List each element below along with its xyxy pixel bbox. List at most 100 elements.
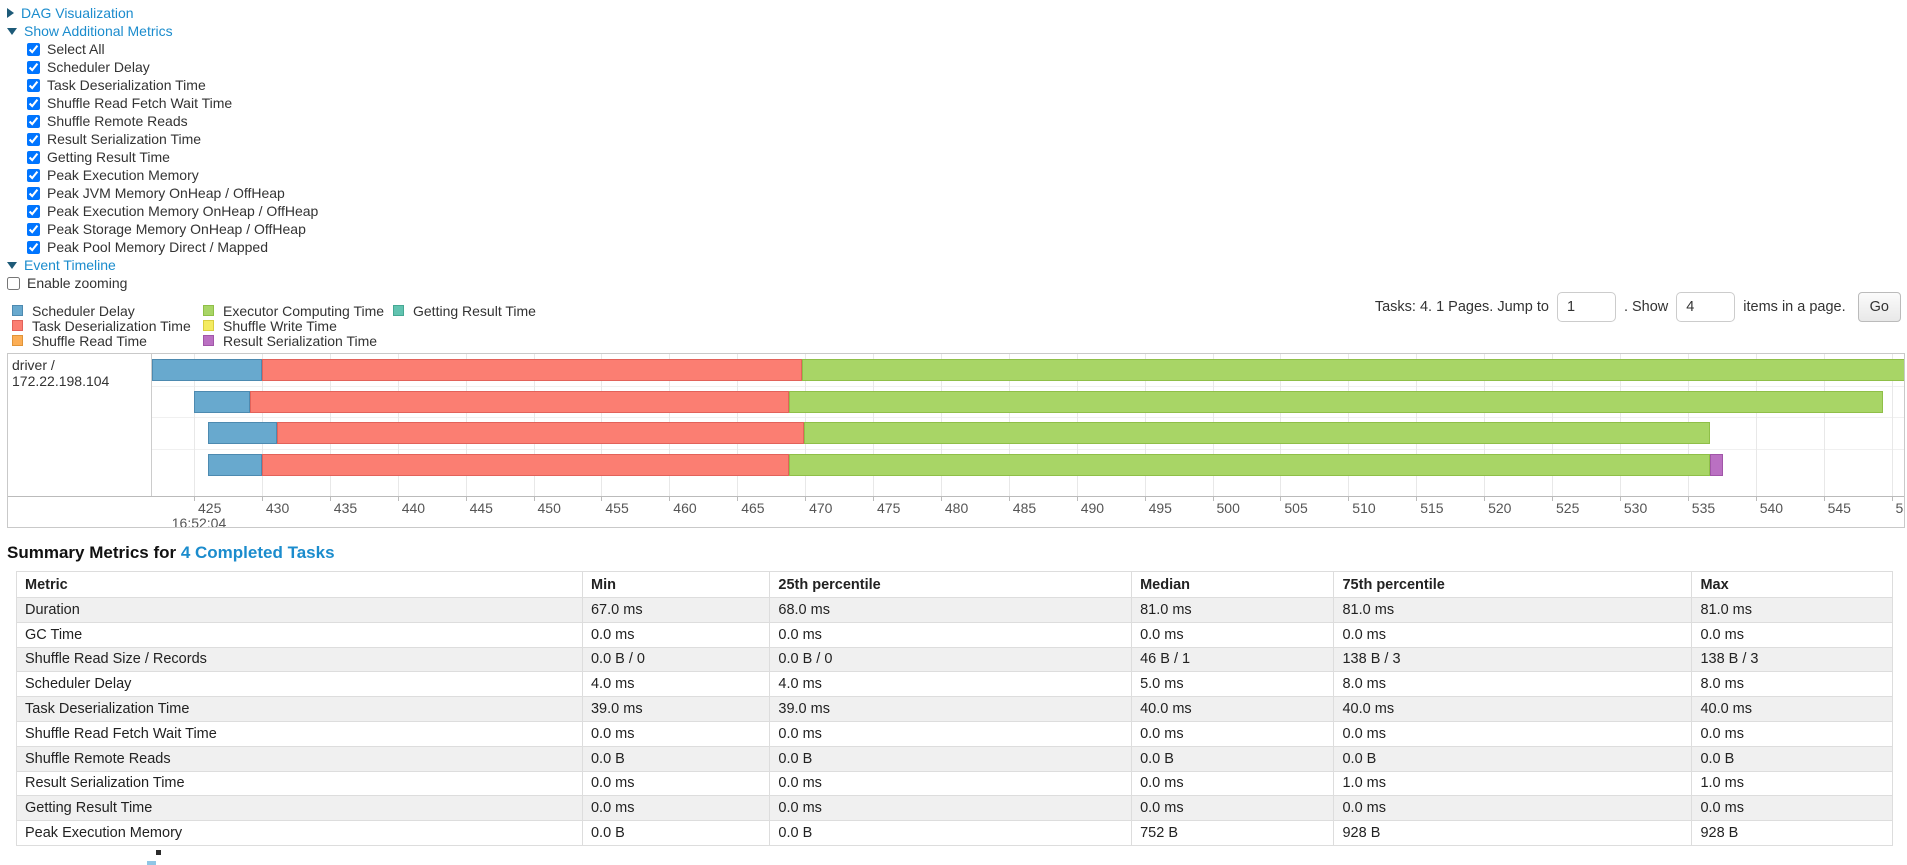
timeline-axis-line	[8, 496, 1904, 497]
metric-checkbox-row: Shuffle Read Fetch Wait Time	[27, 94, 318, 112]
enable-zooming-checkbox[interactable]	[7, 276, 20, 290]
scheduler-delay-bar-segment[interactable]	[207, 454, 262, 476]
metric-checkbox[interactable]	[27, 186, 40, 200]
metric-checkbox[interactable]	[27, 42, 40, 56]
metric-value-cell: 68.0 ms	[769, 597, 1133, 623]
axis-tick	[737, 496, 739, 501]
metric-checkbox-label: Result Serialization Time	[47, 131, 202, 147]
metric-value-cell: 928 B	[1333, 820, 1693, 846]
task-deserialization-bar-segment[interactable]	[261, 359, 803, 381]
show-additional-metrics-toggle[interactable]: Show Additional Metrics	[7, 22, 318, 40]
metric-checkbox-row: Getting Result Time	[27, 148, 318, 166]
axis-tick-label: 440	[401, 500, 426, 516]
scheduler-delay-bar-segment[interactable]	[194, 391, 250, 413]
metric-value-cell: 0.0 ms	[581, 720, 771, 747]
event-timeline-chart: driver / 172.22.198.104 425 430 435 440 445 4…	[7, 353, 1905, 528]
axis-tick-label: 435	[333, 500, 358, 516]
metric-value-cell: 0.0 ms	[1131, 770, 1335, 797]
additional-metrics-checkbox-list: Select All Scheduler Delay Task Deserializ…	[7, 40, 318, 256]
metric-value-cell: 39.0 ms	[581, 696, 771, 722]
metric-name-cell: Getting Result Time	[16, 795, 583, 822]
axis-tick-label: 490	[1080, 500, 1105, 516]
tasks-pages-label: Tasks: 4. 1 Pages. Jump to	[1374, 299, 1549, 315]
metric-checkbox[interactable]	[27, 150, 40, 164]
task-deserialization-bar-segment[interactable]	[261, 454, 789, 476]
metric-checkbox[interactable]	[27, 78, 40, 92]
axis-tick	[465, 496, 467, 501]
event-timeline-toggle[interactable]: Event Timeline	[7, 256, 318, 274]
dag-visualization-toggle[interactable]: DAG Visualization	[7, 4, 318, 22]
go-button[interactable]: Go	[1857, 292, 1901, 322]
executor-computing-bar-segment[interactable]	[803, 422, 1710, 444]
result-serialization-bar-segment[interactable]	[1709, 454, 1724, 476]
metric-checkbox[interactable]	[27, 168, 40, 182]
summary-table-row: GC Time 0.0 ms 0.0 ms 0.0 ms 0.0 ms 0.0 ms	[16, 621, 1893, 648]
metric-checkbox[interactable]	[27, 114, 40, 128]
summary-title-prefix: Summary Metrics for	[7, 543, 181, 562]
lane-separator	[152, 448, 1904, 450]
metric-checkbox[interactable]	[27, 222, 40, 236]
summary-column-header: 75th percentile	[1333, 571, 1693, 598]
metric-checkbox[interactable]	[27, 60, 40, 74]
axis-tick	[533, 496, 535, 501]
jump-to-page-input[interactable]	[1556, 292, 1616, 322]
metric-checkbox-row: Peak Execution Memory	[27, 166, 318, 184]
metric-checkbox-row: Peak JVM Memory OnHeap / OffHeap	[27, 184, 318, 202]
axis-tick-label: 515	[1420, 500, 1444, 516]
summary-table-row: Shuffle Read Fetch Wait Time 0.0 ms 0.0 ms…	[16, 720, 1893, 747]
metric-checkbox[interactable]	[27, 204, 40, 218]
executor-computing-bar-segment[interactable]	[802, 359, 1904, 381]
enable-zooming-label: Enable zooming	[27, 275, 128, 291]
executor-computing-bar-segment[interactable]	[788, 454, 1710, 476]
axis-tick-label: 425	[198, 500, 222, 516]
task-deserialization-swatch-icon	[12, 320, 23, 331]
executor-computing-bar-segment[interactable]	[788, 391, 1884, 413]
axis-tick-label: 500	[1216, 500, 1240, 516]
axis-tick-label: 460	[673, 500, 697, 516]
metric-name-cell: Shuffle Read Fetch Wait Time	[16, 720, 583, 747]
summary-table-row: Scheduler Delay 4.0 ms 4.0 ms 5.0 ms 8.0 ms 8…	[16, 671, 1893, 698]
summary-table-row: Shuffle Read Size / Records 0.0 B / 0 0.0 …	[16, 646, 1893, 673]
metric-name-cell: Shuffle Remote Reads	[16, 745, 583, 772]
metric-checkbox-label: Select All	[47, 41, 105, 57]
metric-value-cell: 0.0 ms	[1131, 795, 1335, 822]
metric-value-cell: 0.0 ms	[1333, 795, 1693, 822]
metric-checkbox[interactable]	[27, 132, 40, 146]
event-timeline-label: Event Timeline	[24, 257, 116, 273]
metric-name-cell: Peak Execution Memory	[16, 820, 583, 846]
metric-name-cell: Shuffle Read Size / Records	[16, 646, 583, 673]
axis-tick	[1619, 496, 1621, 501]
completed-tasks-link[interactable]: 4 Completed Tasks	[180, 543, 335, 562]
summary-column-header: Median	[1131, 571, 1335, 598]
summary-table-row: Duration 67.0 ms 68.0 ms 81.0 ms 81.0 ms 81.0…	[16, 597, 1893, 623]
metric-checkbox[interactable]	[27, 240, 40, 254]
metric-value-cell: 81.0 ms	[1333, 597, 1693, 623]
axis-tick-label: 485	[1012, 500, 1037, 516]
metric-value-cell: 4.0 ms	[581, 671, 771, 698]
metric-value-cell: 0.0 B	[769, 820, 1133, 846]
axis-gridline	[1891, 354, 1893, 496]
metric-value-cell: 8.0 ms	[1333, 671, 1693, 698]
task-deserialization-bar-segment[interactable]	[276, 422, 804, 444]
axis-gridline	[1755, 354, 1757, 496]
next-section-arrow-icon[interactable]	[156, 850, 161, 855]
metric-checkbox-label: Scheduler Delay	[47, 59, 150, 75]
metric-checkbox[interactable]	[27, 96, 40, 110]
legend-label: Shuffle Write Time	[223, 317, 337, 334]
axis-base-time-label: 16:52:04	[171, 515, 227, 528]
show-additional-metrics-label: Show Additional Metrics	[24, 23, 173, 39]
metric-name-cell: Result Serialization Time	[16, 770, 583, 797]
task-deserialization-bar-segment[interactable]	[249, 391, 789, 413]
metric-checkbox-label: Peak Storage Memory OnHeap / OffHeap	[47, 221, 306, 237]
executor-computing-swatch-icon	[203, 305, 214, 316]
metric-value-cell: 138 B / 3	[1691, 646, 1893, 673]
axis-tick	[669, 496, 671, 501]
scheduler-delay-bar-segment[interactable]	[151, 359, 262, 381]
axis-tick	[1755, 496, 1757, 501]
items-per-page-input[interactable]	[1676, 292, 1736, 322]
axis-tick-label: 545	[1827, 500, 1851, 516]
lane-separator	[152, 385, 1904, 387]
metric-value-cell: 81.0 ms	[1131, 597, 1335, 623]
metric-value-cell: 40.0 ms	[1691, 696, 1893, 722]
scheduler-delay-bar-segment[interactable]	[207, 422, 277, 444]
